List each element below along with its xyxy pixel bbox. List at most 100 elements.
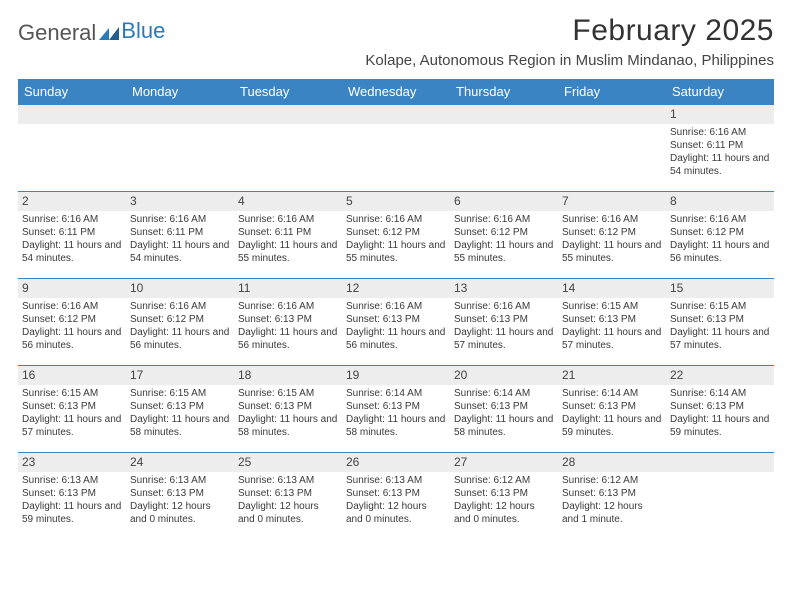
daylight-text: Daylight: 12 hours and 0 minutes. [454,501,554,527]
daylight-text: Daylight: 11 hours and 56 minutes. [238,327,338,353]
date-number: 23 [18,453,126,472]
date-number: 14 [558,279,666,298]
date-number: 12 [342,279,450,298]
sunrise-text: Sunrise: 6:12 AM [454,475,554,488]
day-header-cell: Thursday [450,79,558,105]
sunset-text: Sunset: 6:13 PM [562,488,662,501]
sunrise-text: Sunrise: 6:16 AM [22,214,122,227]
empty-date [450,105,558,124]
daylight-text: Daylight: 11 hours and 56 minutes. [346,327,446,353]
sunset-text: Sunset: 6:11 PM [22,227,122,240]
logo-text-2: Blue [121,18,165,44]
day-cell: 4Sunrise: 6:16 AMSunset: 6:11 PMDaylight… [234,192,342,278]
sunrise-text: Sunrise: 6:16 AM [562,214,662,227]
day-cell: 24Sunrise: 6:13 AMSunset: 6:13 PMDayligh… [126,453,234,539]
day-header-cell: Friday [558,79,666,105]
day-cell: 16Sunrise: 6:15 AMSunset: 6:13 PMDayligh… [18,366,126,452]
daylight-text: Daylight: 11 hours and 54 minutes. [22,240,122,266]
day-cell [666,453,774,539]
header: General Blue February 2025 Kolape, Auton… [18,14,774,69]
logo-text-1: General [18,20,96,46]
sunset-text: Sunset: 6:11 PM [130,227,230,240]
daylight-text: Daylight: 11 hours and 55 minutes. [238,240,338,266]
sunrise-text: Sunrise: 6:16 AM [238,301,338,314]
empty-date [126,105,234,124]
day-cell: 5Sunrise: 6:16 AMSunset: 6:12 PMDaylight… [342,192,450,278]
day-cell: 27Sunrise: 6:12 AMSunset: 6:13 PMDayligh… [450,453,558,539]
sunset-text: Sunset: 6:12 PM [562,227,662,240]
sunset-text: Sunset: 6:11 PM [238,227,338,240]
sunrise-text: Sunrise: 6:14 AM [562,388,662,401]
sunrise-text: Sunrise: 6:16 AM [22,301,122,314]
daylight-text: Daylight: 11 hours and 57 minutes. [670,327,770,353]
date-number: 26 [342,453,450,472]
day-header-cell: Wednesday [342,79,450,105]
daylight-text: Daylight: 12 hours and 1 minute. [562,501,662,527]
sunset-text: Sunset: 6:13 PM [346,401,446,414]
empty-date [342,105,450,124]
date-number: 21 [558,366,666,385]
day-cell [342,105,450,191]
date-number: 7 [558,192,666,211]
sunset-text: Sunset: 6:13 PM [238,488,338,501]
sunrise-text: Sunrise: 6:14 AM [454,388,554,401]
week-row: 9Sunrise: 6:16 AMSunset: 6:12 PMDaylight… [18,279,774,366]
sunset-text: Sunset: 6:11 PM [670,140,770,153]
sunrise-text: Sunrise: 6:16 AM [346,301,446,314]
daylight-text: Daylight: 11 hours and 55 minutes. [346,240,446,266]
day-cell: 3Sunrise: 6:16 AMSunset: 6:11 PMDaylight… [126,192,234,278]
day-cell [18,105,126,191]
sunset-text: Sunset: 6:13 PM [454,314,554,327]
date-number: 19 [342,366,450,385]
day-cell: 23Sunrise: 6:13 AMSunset: 6:13 PMDayligh… [18,453,126,539]
sunrise-text: Sunrise: 6:12 AM [562,475,662,488]
daylight-text: Daylight: 11 hours and 58 minutes. [346,414,446,440]
day-cell: 13Sunrise: 6:16 AMSunset: 6:13 PMDayligh… [450,279,558,365]
date-number: 17 [126,366,234,385]
sunrise-text: Sunrise: 6:15 AM [238,388,338,401]
day-cell: 17Sunrise: 6:15 AMSunset: 6:13 PMDayligh… [126,366,234,452]
daylight-text: Daylight: 11 hours and 59 minutes. [670,414,770,440]
sunrise-text: Sunrise: 6:16 AM [670,214,770,227]
day-cell: 9Sunrise: 6:16 AMSunset: 6:12 PMDaylight… [18,279,126,365]
sunrise-text: Sunrise: 6:15 AM [670,301,770,314]
calendar: SundayMondayTuesdayWednesdayThursdayFrid… [18,79,774,539]
sunset-text: Sunset: 6:13 PM [346,488,446,501]
sunrise-text: Sunrise: 6:16 AM [454,301,554,314]
day-cell: 1Sunrise: 6:16 AMSunset: 6:11 PMDaylight… [666,105,774,191]
date-number: 13 [450,279,558,298]
day-cell: 26Sunrise: 6:13 AMSunset: 6:13 PMDayligh… [342,453,450,539]
date-number: 22 [666,366,774,385]
sunset-text: Sunset: 6:12 PM [670,227,770,240]
sunset-text: Sunset: 6:13 PM [238,401,338,414]
daylight-text: Daylight: 11 hours and 58 minutes. [238,414,338,440]
empty-date [666,453,774,472]
date-number: 5 [342,192,450,211]
title-block: February 2025 Kolape, Autonomous Region … [365,14,774,69]
day-cell: 12Sunrise: 6:16 AMSunset: 6:13 PMDayligh… [342,279,450,365]
empty-date [18,105,126,124]
empty-date [558,105,666,124]
date-number: 4 [234,192,342,211]
sunrise-text: Sunrise: 6:16 AM [346,214,446,227]
day-header-cell: Monday [126,79,234,105]
daylight-text: Daylight: 11 hours and 54 minutes. [670,153,770,179]
sunrise-text: Sunrise: 6:15 AM [130,388,230,401]
daylight-text: Daylight: 11 hours and 59 minutes. [22,501,122,527]
date-number: 10 [126,279,234,298]
day-header-row: SundayMondayTuesdayWednesdayThursdayFrid… [18,79,774,105]
sunset-text: Sunset: 6:13 PM [670,314,770,327]
day-cell: 11Sunrise: 6:16 AMSunset: 6:13 PMDayligh… [234,279,342,365]
sunset-text: Sunset: 6:13 PM [562,314,662,327]
sunrise-text: Sunrise: 6:13 AM [238,475,338,488]
date-number: 11 [234,279,342,298]
daylight-text: Daylight: 11 hours and 56 minutes. [670,240,770,266]
sunrise-text: Sunrise: 6:15 AM [562,301,662,314]
daylight-text: Daylight: 11 hours and 58 minutes. [454,414,554,440]
day-cell: 19Sunrise: 6:14 AMSunset: 6:13 PMDayligh… [342,366,450,452]
day-cell [234,105,342,191]
sunset-text: Sunset: 6:13 PM [562,401,662,414]
calendar-body: 1Sunrise: 6:16 AMSunset: 6:11 PMDaylight… [18,105,774,539]
sunrise-text: Sunrise: 6:15 AM [22,388,122,401]
date-number: 24 [126,453,234,472]
